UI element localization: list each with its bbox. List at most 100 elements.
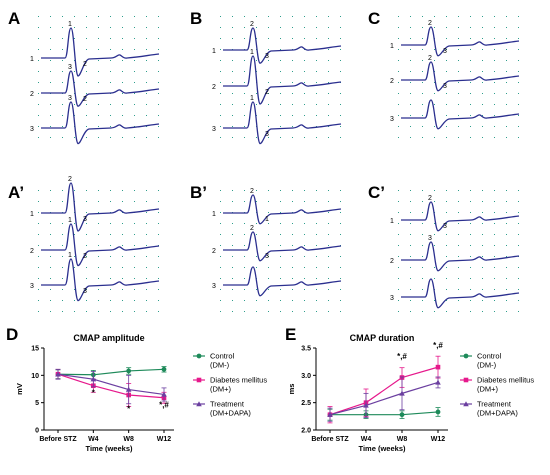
grid-dot — [62, 234, 63, 235]
grid-dot — [434, 278, 435, 279]
grid-dot — [470, 212, 471, 213]
grid-dot — [422, 267, 423, 268]
data-point — [435, 364, 441, 370]
grid-dot — [134, 256, 135, 257]
panel-letter: A’ — [8, 183, 24, 202]
grid-dot — [316, 267, 317, 268]
grid-dot — [494, 234, 495, 235]
peak-marker: 3 — [428, 235, 432, 242]
grid-dot — [410, 16, 411, 17]
grid-dot — [316, 16, 317, 17]
grid-dot — [482, 311, 483, 312]
grid-dot — [110, 126, 111, 127]
grid-dot — [470, 278, 471, 279]
grid-dot — [470, 190, 471, 191]
emg-panel-C: C 1 2 3 2 3 2 3 — [368, 9, 520, 138]
grid-dot — [38, 137, 39, 138]
grid-dot — [280, 16, 281, 17]
grid-dot — [86, 278, 87, 279]
grid-dot — [86, 245, 87, 246]
peak-marker: 3 — [68, 64, 72, 71]
grid-dot — [422, 256, 423, 257]
grid-dot — [470, 93, 471, 94]
grid-dot — [50, 16, 51, 17]
grid-dot — [256, 201, 257, 202]
grid-dot — [434, 126, 435, 127]
grid-dot — [98, 201, 99, 202]
grid-dot — [316, 190, 317, 191]
series-line — [57, 368, 165, 376]
grid-dot — [518, 82, 519, 83]
grid-dot — [38, 93, 39, 94]
grid-dot — [134, 289, 135, 290]
grid-dot — [134, 82, 135, 83]
grid-dot — [458, 201, 459, 202]
grid-dot — [434, 16, 435, 17]
grid-dot — [398, 38, 399, 39]
grid-dot — [316, 126, 317, 127]
grid-dot — [134, 104, 135, 105]
grid-dot — [38, 82, 39, 83]
grid-dot — [422, 137, 423, 138]
grid-dot — [62, 311, 63, 312]
grid-dot — [434, 245, 435, 246]
grid-dot — [98, 27, 99, 28]
grid-dot — [158, 49, 159, 50]
trace-number: 2 — [390, 78, 394, 85]
grid-dot — [494, 245, 495, 246]
x-tick-label: W4 — [361, 436, 372, 443]
grid-dot — [244, 126, 245, 127]
grid-dot — [292, 137, 293, 138]
grid-dot — [158, 190, 159, 191]
grid-dot — [74, 256, 75, 257]
grid-dot — [494, 212, 495, 213]
grid-dot — [494, 82, 495, 83]
trace-number: 3 — [30, 126, 34, 133]
grid-dot — [328, 137, 329, 138]
grid-dot — [98, 278, 99, 279]
grid-dot — [50, 115, 51, 116]
significance-marker: *,# — [159, 401, 169, 410]
grid-dot — [62, 256, 63, 257]
grid-dot — [292, 223, 293, 224]
cmap-amplitude-chart: D CMAP amplitude 0 5 10 15 Before STZ W4 W8 W12 Ti… — [6, 325, 267, 453]
grid-dot — [446, 267, 447, 268]
grid-dot — [494, 38, 495, 39]
grid-dot — [232, 93, 233, 94]
grid-dot — [110, 223, 111, 224]
grid-dot — [134, 311, 135, 312]
grid-dot — [244, 137, 245, 138]
data-point — [435, 379, 441, 385]
emg-panel-C2: C’ 1 2 3 2 3 3 — [368, 183, 520, 312]
grid-dot — [398, 300, 399, 301]
grid-dot — [268, 278, 269, 279]
grid-dot — [244, 201, 245, 202]
grid-dot — [398, 71, 399, 72]
grid-dot — [494, 311, 495, 312]
grid-dot — [244, 115, 245, 116]
grid-dot — [470, 234, 471, 235]
grid-dot — [482, 289, 483, 290]
grid-dot — [268, 256, 269, 257]
grid-dot — [482, 93, 483, 94]
grid-dot — [62, 201, 63, 202]
grid-dot — [268, 71, 269, 72]
grid-dot — [38, 289, 39, 290]
grid-dot — [340, 311, 341, 312]
grid-dot — [304, 137, 305, 138]
grid-dot — [518, 38, 519, 39]
grid-dot — [244, 82, 245, 83]
grid-dot — [328, 201, 329, 202]
grid-dot — [398, 245, 399, 246]
grid-dot — [328, 104, 329, 105]
grid-dot — [220, 49, 221, 50]
grid-dot — [506, 245, 507, 246]
panel-letter: C — [368, 9, 380, 28]
grid-dot — [220, 27, 221, 28]
grid-dot — [86, 223, 87, 224]
grid-dot — [134, 126, 135, 127]
grid-dot — [134, 71, 135, 72]
trace-number: 2 — [30, 91, 34, 98]
grid-dot — [506, 223, 507, 224]
grid-dot — [98, 38, 99, 39]
